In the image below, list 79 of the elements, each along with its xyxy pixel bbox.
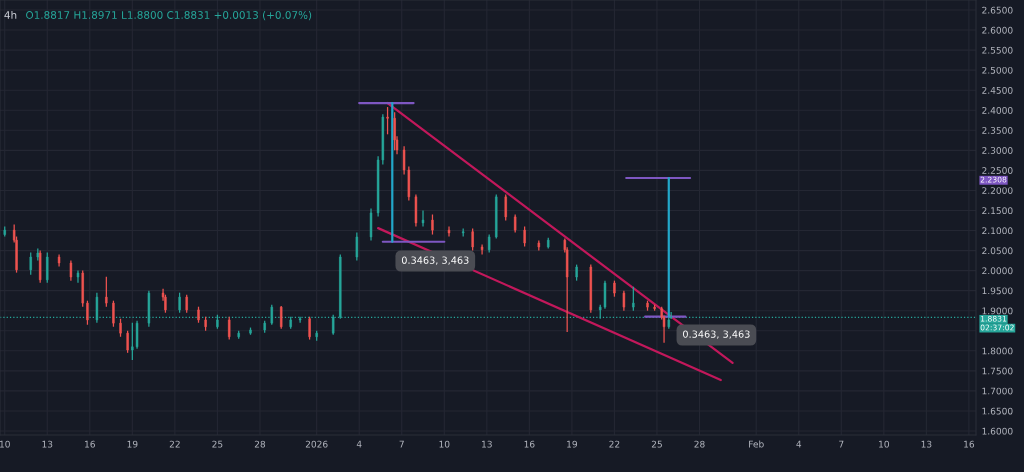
- y-tick-label: 1.8000: [982, 347, 1013, 355]
- y-tick-label: 2.6000: [982, 26, 1013, 34]
- x-tick-label: 22: [169, 440, 180, 448]
- y-tick-label: 2.1500: [982, 207, 1013, 215]
- candlestick: [29, 251, 32, 276]
- y-tick-label: 2.2500: [982, 167, 1013, 174]
- candlestick: [126, 330, 129, 354]
- x-tick-label: 10: [879, 440, 889, 448]
- x-tick-label: 19: [127, 440, 138, 448]
- candlestick: [480, 243, 484, 256]
- y-tick-label: 2.1000: [982, 227, 1013, 235]
- x-tick-label: 25: [212, 440, 223, 448]
- y-tick-label: 1.9500: [982, 287, 1013, 295]
- y-tick-label: 2.4000: [982, 106, 1013, 114]
- y-tick-label: 2.5000: [982, 66, 1013, 74]
- y-tick-label: 1.7000: [982, 387, 1013, 395]
- y-tick-label: 1.9000: [982, 307, 1013, 315]
- x-tick-label: 22: [609, 440, 620, 448]
- y-tick-label: 1.6000: [982, 427, 1013, 435]
- candlestick: [386, 106, 389, 135]
- candlestick: [513, 213, 517, 234]
- x-tick-label: 28: [254, 440, 266, 448]
- candlestick: [112, 300, 115, 328]
- candlestick: [228, 316, 231, 341]
- x-tick-label: 10: [439, 440, 450, 448]
- candlestick: [308, 316, 311, 341]
- x-tick-label: 28: [694, 440, 705, 448]
- candlestick: [613, 280, 616, 298]
- candlestick: [622, 290, 626, 312]
- candlestick: [504, 193, 507, 222]
- y-tick-label: 2.6500: [982, 6, 1013, 14]
- candlestick: [135, 320, 139, 350]
- x-tick-label: 2026: [305, 440, 328, 448]
- x-tick-label: 4: [356, 440, 362, 448]
- annotation: 0.3463, 3,463: [401, 256, 469, 265]
- candlestick: [249, 326, 252, 336]
- y-tick-label: 1.6500: [982, 407, 1013, 415]
- candlestick: [105, 276, 108, 308]
- candlestick: [119, 318, 122, 338]
- y-tick-label: 2.0500: [982, 247, 1013, 255]
- candlestick: [632, 286, 635, 312]
- candlestick: [178, 292, 181, 314]
- candlestick: [69, 259, 73, 282]
- candlestick: [86, 300, 89, 326]
- x-tick-label: 19: [567, 440, 577, 448]
- x-tick-label: 13: [482, 440, 492, 448]
- candlestick: [197, 306, 200, 324]
- x-tick-label: 13: [921, 440, 932, 448]
- x-tick-label: 25: [651, 440, 662, 448]
- text: O1.8817 H1.8971 L1.8800 C1.8831 +0.0013 (+0.07%): [26, 10, 312, 21]
- candlestick: [204, 316, 207, 332]
- candlestick: [431, 213, 434, 236]
- candlestick: [355, 231, 359, 262]
- candlestick: [393, 111, 396, 151]
- y-tick-label: 2.3500: [982, 127, 1013, 134]
- y-tick-label: 2.2000: [982, 187, 1013, 194]
- candlestick: [487, 233, 491, 254]
- candlestick: [471, 227, 474, 252]
- candlestick: [523, 225, 526, 248]
- candlestick: [421, 209, 425, 228]
- x-tick-label: 16: [524, 440, 535, 448]
- x-tick-label: 13: [42, 440, 53, 448]
- candlestick: [185, 294, 188, 314]
- y-tick-label: 2.5500: [982, 46, 1013, 54]
- candlestick: [646, 300, 649, 312]
- x-tick-label: Feb: [749, 440, 764, 448]
- y-tick-label: 2.0000: [982, 267, 1013, 275]
- x-tick-label: 7: [399, 440, 404, 448]
- y-tick-label: 1.7500: [982, 367, 1013, 375]
- annotation: 0.3463, 3,463: [683, 330, 750, 339]
- candlestick: [46, 251, 49, 284]
- x-tick-label: 16: [85, 440, 95, 448]
- x-tick-label: 7: [839, 440, 844, 448]
- x-tick-label: 10: [0, 440, 10, 448]
- x-tick-label: 4: [796, 440, 802, 448]
- x-tick-label: 16: [964, 440, 975, 448]
- text: 4h: [4, 10, 17, 19]
- y-tick-label: 2.4500: [982, 86, 1013, 94]
- y-tick-label: 2.3000: [982, 147, 1013, 154]
